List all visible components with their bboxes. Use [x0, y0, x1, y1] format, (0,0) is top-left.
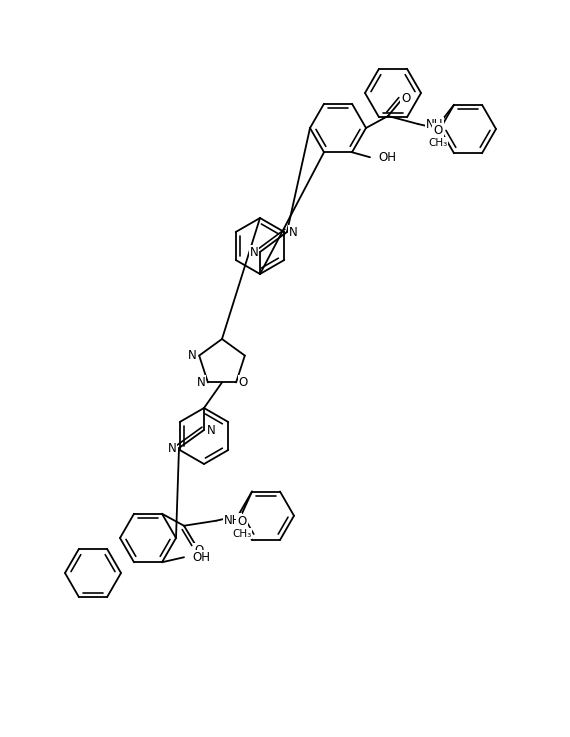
Text: N: N: [206, 424, 215, 436]
Text: O: O: [237, 515, 247, 528]
Text: OH: OH: [378, 151, 396, 164]
Text: N: N: [288, 226, 298, 239]
Text: O: O: [433, 125, 443, 137]
Text: N: N: [188, 349, 197, 362]
Text: NH: NH: [426, 117, 443, 130]
Text: O: O: [238, 376, 248, 389]
Text: OH: OH: [192, 551, 210, 564]
Text: N: N: [250, 245, 258, 259]
Text: CH₃: CH₃: [429, 138, 447, 147]
Text: O: O: [401, 91, 410, 105]
Text: N: N: [197, 376, 205, 389]
Text: O: O: [194, 544, 203, 557]
Text: NH: NH: [224, 514, 242, 527]
Text: CH₃: CH₃: [233, 528, 251, 539]
Text: N: N: [168, 441, 176, 455]
